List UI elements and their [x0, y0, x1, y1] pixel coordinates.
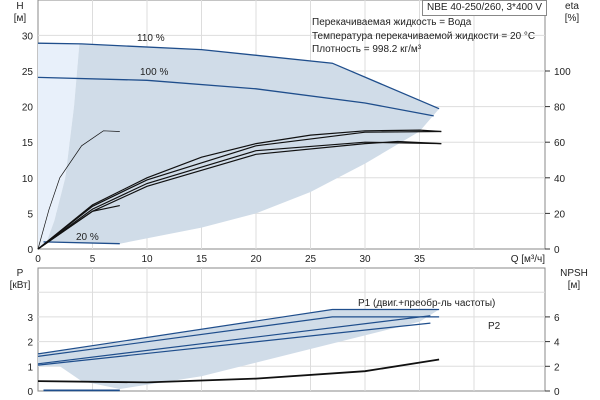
- y2-tick-label: 20: [554, 209, 566, 220]
- y-tick-label: 15: [22, 138, 34, 149]
- x-tick-label: 35: [414, 254, 426, 265]
- npsh-axis-unit: [м]: [568, 280, 581, 291]
- y-tick-label: 5: [27, 209, 33, 220]
- x-tick-label: 10: [141, 254, 153, 265]
- info-liquid: Перекачиваемая жидкость = Вода: [312, 17, 472, 28]
- curve-eta-2: [37, 129, 442, 250]
- npsh-tick-label: 2: [554, 362, 560, 373]
- curve-110-: [37, 42, 440, 110]
- x-axis-label: Q [м³/ч]: [511, 254, 546, 265]
- npsh-tick-label: 0: [554, 387, 560, 398]
- npsh-tick-label: 4: [554, 338, 560, 349]
- label-p1: P1 (двиг.+преобр-ль частоты): [358, 297, 495, 309]
- label-20: 20 %: [76, 232, 99, 243]
- p-tick-label: 1: [27, 362, 33, 373]
- curve-20-: [43, 241, 120, 245]
- label-p2: P2: [488, 321, 501, 332]
- x-tick-label: 0: [35, 254, 41, 265]
- label-100: 100 %: [140, 67, 168, 78]
- x-tick-label: 25: [305, 254, 317, 265]
- curve-eta-1: [37, 130, 120, 250]
- npsh-axis-label: NPSH: [560, 268, 588, 279]
- curve-eta-3: [37, 130, 442, 250]
- curve-p1-b: [37, 316, 440, 357]
- y-axis-unit: [м]: [14, 13, 27, 24]
- info-temperature: Температура перекачиваемой жидкости = 20…: [312, 31, 536, 42]
- x-tick-label: 15: [196, 254, 208, 265]
- y-axis-label: H: [16, 1, 23, 12]
- p-axis-unit: [кВт]: [10, 280, 31, 291]
- p-tick-label: 3: [27, 313, 33, 324]
- y2-axis-label: eta: [565, 1, 579, 12]
- y-tick-label: 20: [22, 103, 34, 114]
- y2-tick-label: 40: [554, 174, 566, 185]
- y2-tick-label: 0: [554, 245, 560, 256]
- x-tick-label: 5: [90, 254, 96, 265]
- y2-tick-label: 100: [554, 67, 571, 78]
- curve-eta-6: [37, 205, 120, 250]
- y-tick-label: 0: [27, 245, 33, 256]
- npsh-tick-label: 6: [554, 313, 560, 324]
- curve-npsh: [37, 358, 440, 384]
- curve-p2-b: [37, 322, 431, 366]
- light-operating-area: [38, 43, 80, 250]
- chart-title: NBE 40-250/260, 3*400 V: [422, 0, 548, 16]
- x-tick-label: 20: [250, 254, 262, 265]
- x-tick-label: 30: [359, 254, 371, 265]
- curve-p1-: [37, 308, 440, 355]
- info-density: Плотность = 998.2 кг/м³: [312, 44, 422, 55]
- y2-tick-label: 80: [554, 103, 566, 114]
- p-tick-label: 2: [27, 338, 33, 349]
- y2-tick-label: 60: [554, 138, 566, 149]
- curve-p2: [37, 315, 431, 365]
- power-area: [38, 309, 440, 389]
- y-tick-label: 10: [22, 174, 34, 185]
- label-110: 110 %: [137, 33, 165, 44]
- p-axis-label: P: [17, 268, 24, 279]
- curve-100-: [37, 76, 434, 117]
- y-tick-label: 25: [22, 67, 34, 78]
- p-tick-label: 0: [27, 387, 33, 398]
- y2-axis-unit: [%]: [565, 13, 580, 24]
- y-tick-label: 30: [22, 31, 34, 42]
- operating-area: [46, 43, 440, 244]
